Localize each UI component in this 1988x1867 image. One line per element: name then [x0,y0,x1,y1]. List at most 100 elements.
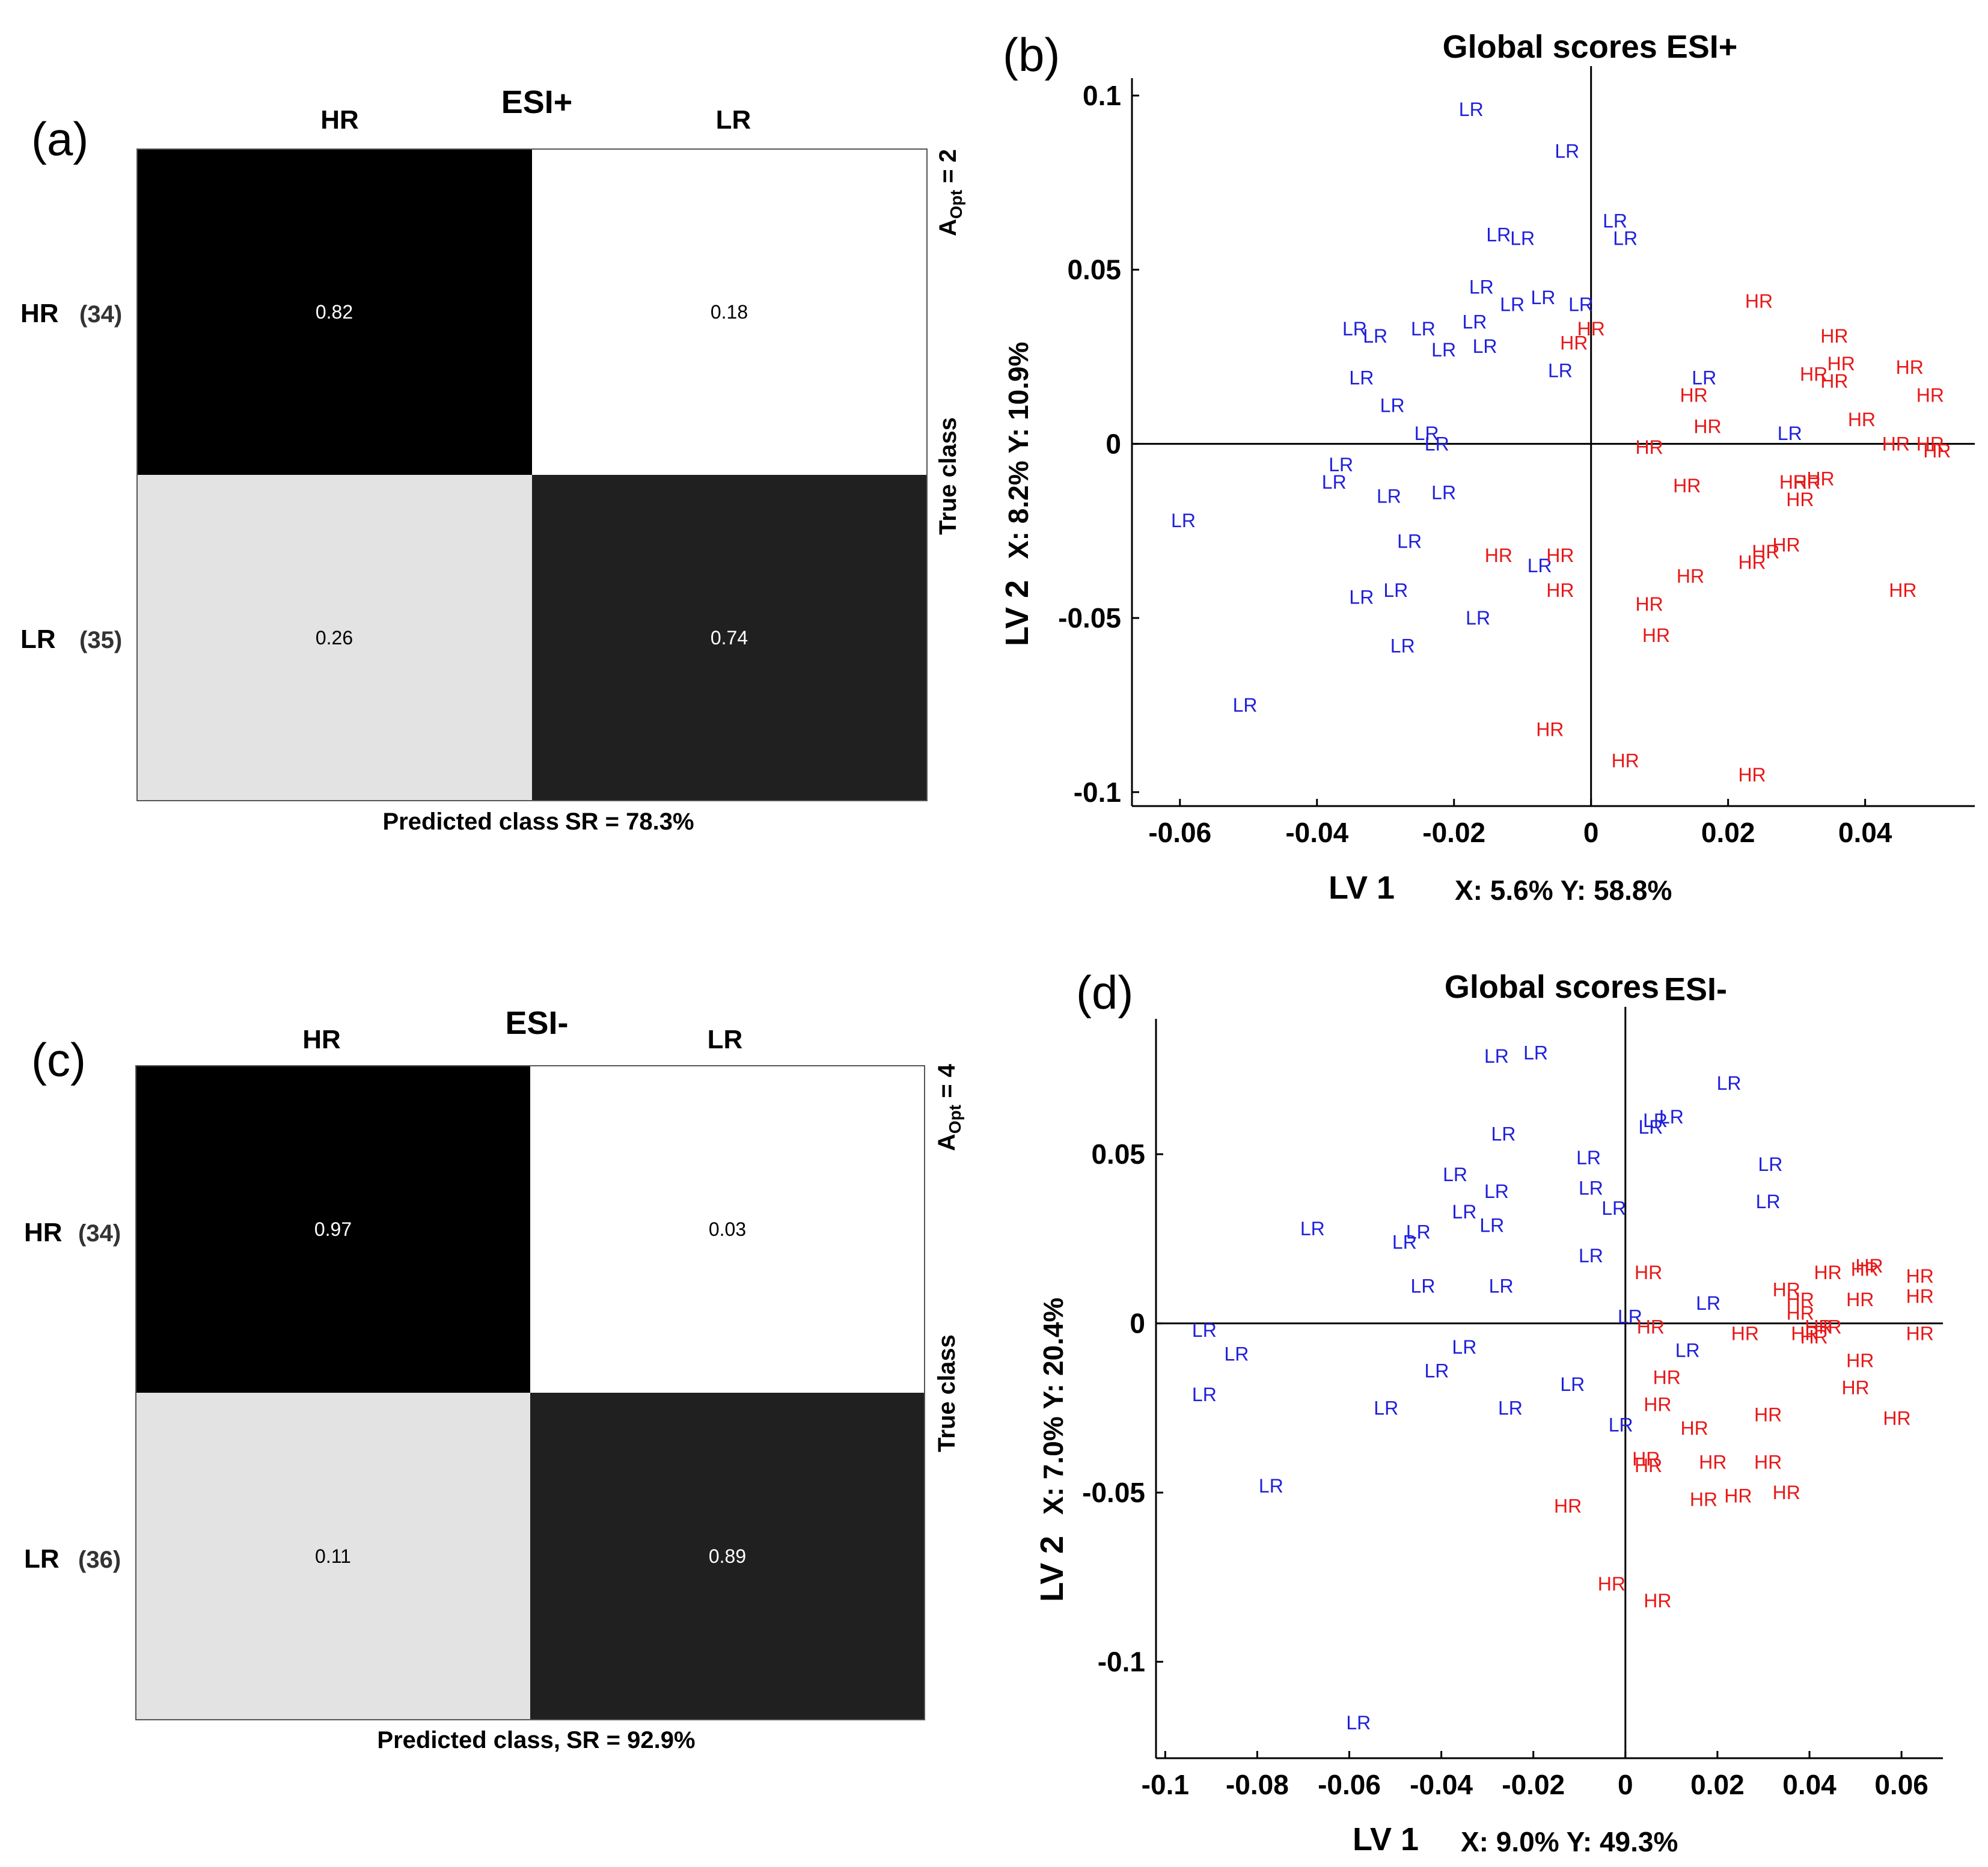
plot-b-point-lr: LR [1462,311,1487,333]
panel-a: (a) HR ESI+ LR HR (34) LR (35) 0.82 0.18… [20,84,965,835]
plot-d-point-lr: LR [1643,1110,1668,1131]
plot-d-point-lr: LR [1498,1397,1523,1419]
plot-d-point-hr: HR [1805,1316,1832,1337]
plot-b-point-lr: LR [1397,531,1422,552]
panel-d-xlabel-pct: X: 9.0% Y: 49.3% [1461,1826,1678,1857]
panel-b-ylabel: LV 2 [999,580,1035,646]
plot-d-ytick-label: 0.05 [1091,1138,1145,1170]
plot-b-point-hr: HR [1546,579,1574,601]
plot-b-point-hr: HR [1800,364,1827,385]
plot-d-point-lr: LR [1675,1340,1700,1361]
panel-b-label: (b) [1003,28,1060,81]
plot-b-ytick-label: 0.05 [1067,254,1121,286]
plot-d-point-lr: LR [1560,1374,1585,1395]
plot-d-point-lr: LR [1484,1181,1509,1202]
plot-b-point-lr: LR [1778,423,1802,444]
panel-a-cell-hr-hr [137,149,532,475]
panel-d-xlabel: LV 1 [1353,1821,1419,1857]
plot-b-point-hr: HR [1673,475,1701,497]
plot-d-point-lr: LR [1618,1306,1642,1327]
panel-c-sr: SR = 92.9% [566,1727,696,1753]
plot-d-point-lr: LR [1443,1164,1467,1185]
plot-b-point-hr: HR [1916,433,1944,454]
plot-b-point-hr: HR [1546,545,1574,566]
plot-b-ytick-label: -0.05 [1058,602,1121,634]
plot-d-point-lr: LR [1576,1147,1601,1169]
plot-b-xtick-label: -0.02 [1422,817,1485,848]
plot-d-xtick-label: 0.04 [1782,1769,1837,1800]
panel-c-predicted-label: Predicted class, [377,1727,560,1753]
plot-b-point-hr: HR [1752,541,1779,563]
panel-c-value-hr-hr: 0.97 [314,1218,352,1240]
panel-a-row-count-hr: (34) [79,301,122,328]
plot-d-point-lr: LR [1717,1072,1742,1094]
plot-d-point-lr: LR [1489,1276,1514,1297]
plot-b-point-lr: LR [1377,485,1401,507]
plot-b-point-hr: HR [1793,471,1821,493]
plot-b-point-lr: LR [1342,318,1367,340]
plot-b-point-lr: LR [1411,318,1436,340]
plot-d-point-hr: HR [1724,1485,1752,1507]
plot-b-point-lr: LR [1466,607,1490,629]
plot-b-point-hr: HR [1848,409,1876,430]
plot-d-point-hr: HR [1731,1323,1759,1345]
panel-a-cell-lr-lr [532,475,927,801]
plot-d-point-lr: LR [1579,1245,1603,1267]
panel-c-value-lr-hr: 0.11 [315,1545,351,1567]
panel-b-xlabel: LV 1 [1329,870,1395,906]
panel-a-sr: SR = 78.3% [565,808,694,835]
plot-d-area: -0.1 -0.08 -0.06 -0.04 -0.02 0 0.02 0.04 0.06 -0.… [1082,1007,1943,1800]
plot-d-point-hr: HR [1906,1323,1934,1345]
plot-b-point-hr: HR [1612,750,1639,772]
plot-d-point-hr: HR [1814,1316,1842,1337]
plot-b-point-lr: LR [1329,454,1353,475]
plot-d-point-lr: LR [1300,1218,1325,1239]
plot-d-point-hr: HR [1906,1286,1934,1307]
plot-d-point-hr: HR [1791,1323,1818,1345]
panel-c-col-header-lr: LR [708,1025,743,1054]
plot-b-point-hr: HR [1693,415,1721,437]
plot-d-point-hr: HR [1773,1279,1800,1300]
plot-b-xtick-label: -0.06 [1148,817,1211,848]
plot-d-point-lr: LR [1259,1475,1283,1497]
panel-d-label: (d) [1076,966,1133,1019]
plot-d-ytick-label: 0 [1130,1308,1145,1339]
plot-b-point-hr: HR [1560,332,1588,353]
panel-b-title: Global scores ESI+ [1443,29,1738,65]
plot-b-point-lr: LR [1548,360,1573,382]
plot-b-point-lr: LR [1425,433,1449,454]
plot-d-point-hr: HR [1635,1262,1662,1283]
plot-d-point-hr: HR [1846,1350,1874,1372]
plot-d-point-hr: HR [1851,1259,1879,1280]
plot-b-point-hr: HR [1889,579,1916,601]
plot-b-point-hr: HR [1820,370,1848,392]
plot-d-point-hr: HR [1787,1303,1814,1324]
plot-b-point-hr: HR [1738,764,1766,786]
plot-d-point-hr: HR [1846,1289,1874,1310]
panel-d-title-part1: Global scores [1445,969,1659,1005]
plot-d-point-hr: HR [1773,1482,1800,1503]
plot-d-point-hr: HR [1814,1262,1842,1283]
panel-a-label: (a) [31,112,88,165]
panel-c-value-lr-lr: 0.89 [709,1545,746,1567]
panel-a-value-hr-hr: 0.82 [316,301,353,323]
plot-b-point-hr: HR [1642,625,1670,646]
plot-b-point-lr: LR [1531,287,1555,308]
panel-c-row-count-lr: (36) [78,1547,121,1573]
plot-d-point-lr: LR [1392,1232,1417,1253]
plot-b-point-lr: LR [1568,294,1593,316]
plot-b-point-hr: HR [1680,384,1708,406]
plot-d-point-lr: LR [1638,1116,1663,1138]
plot-b-point-lr: LR [1603,210,1627,232]
plot-b-area: -0.06 -0.04 -0.02 0 0.02 0.04 -0.1 -0.05 0 0.05 0.… [1058,66,1975,848]
plot-d-point-hr: HR [1644,1590,1671,1612]
plot-d-point-lr: LR [1192,1319,1217,1341]
plot-d-xtick-label: -0.08 [1226,1769,1289,1800]
panel-c-aopt: AOpt = 4 [934,1063,964,1151]
plot-d-point-hr: HR [1681,1417,1708,1439]
plot-d-ytick-label: -0.05 [1082,1477,1145,1508]
panel-b-ylabel-pct: X: 8.2% Y: 10.9% [1003,342,1034,559]
plot-b-point-lr: LR [1171,510,1196,531]
plot-d-xtick-label: 0 [1618,1769,1633,1800]
plot-d-point-hr: HR [1754,1404,1782,1426]
